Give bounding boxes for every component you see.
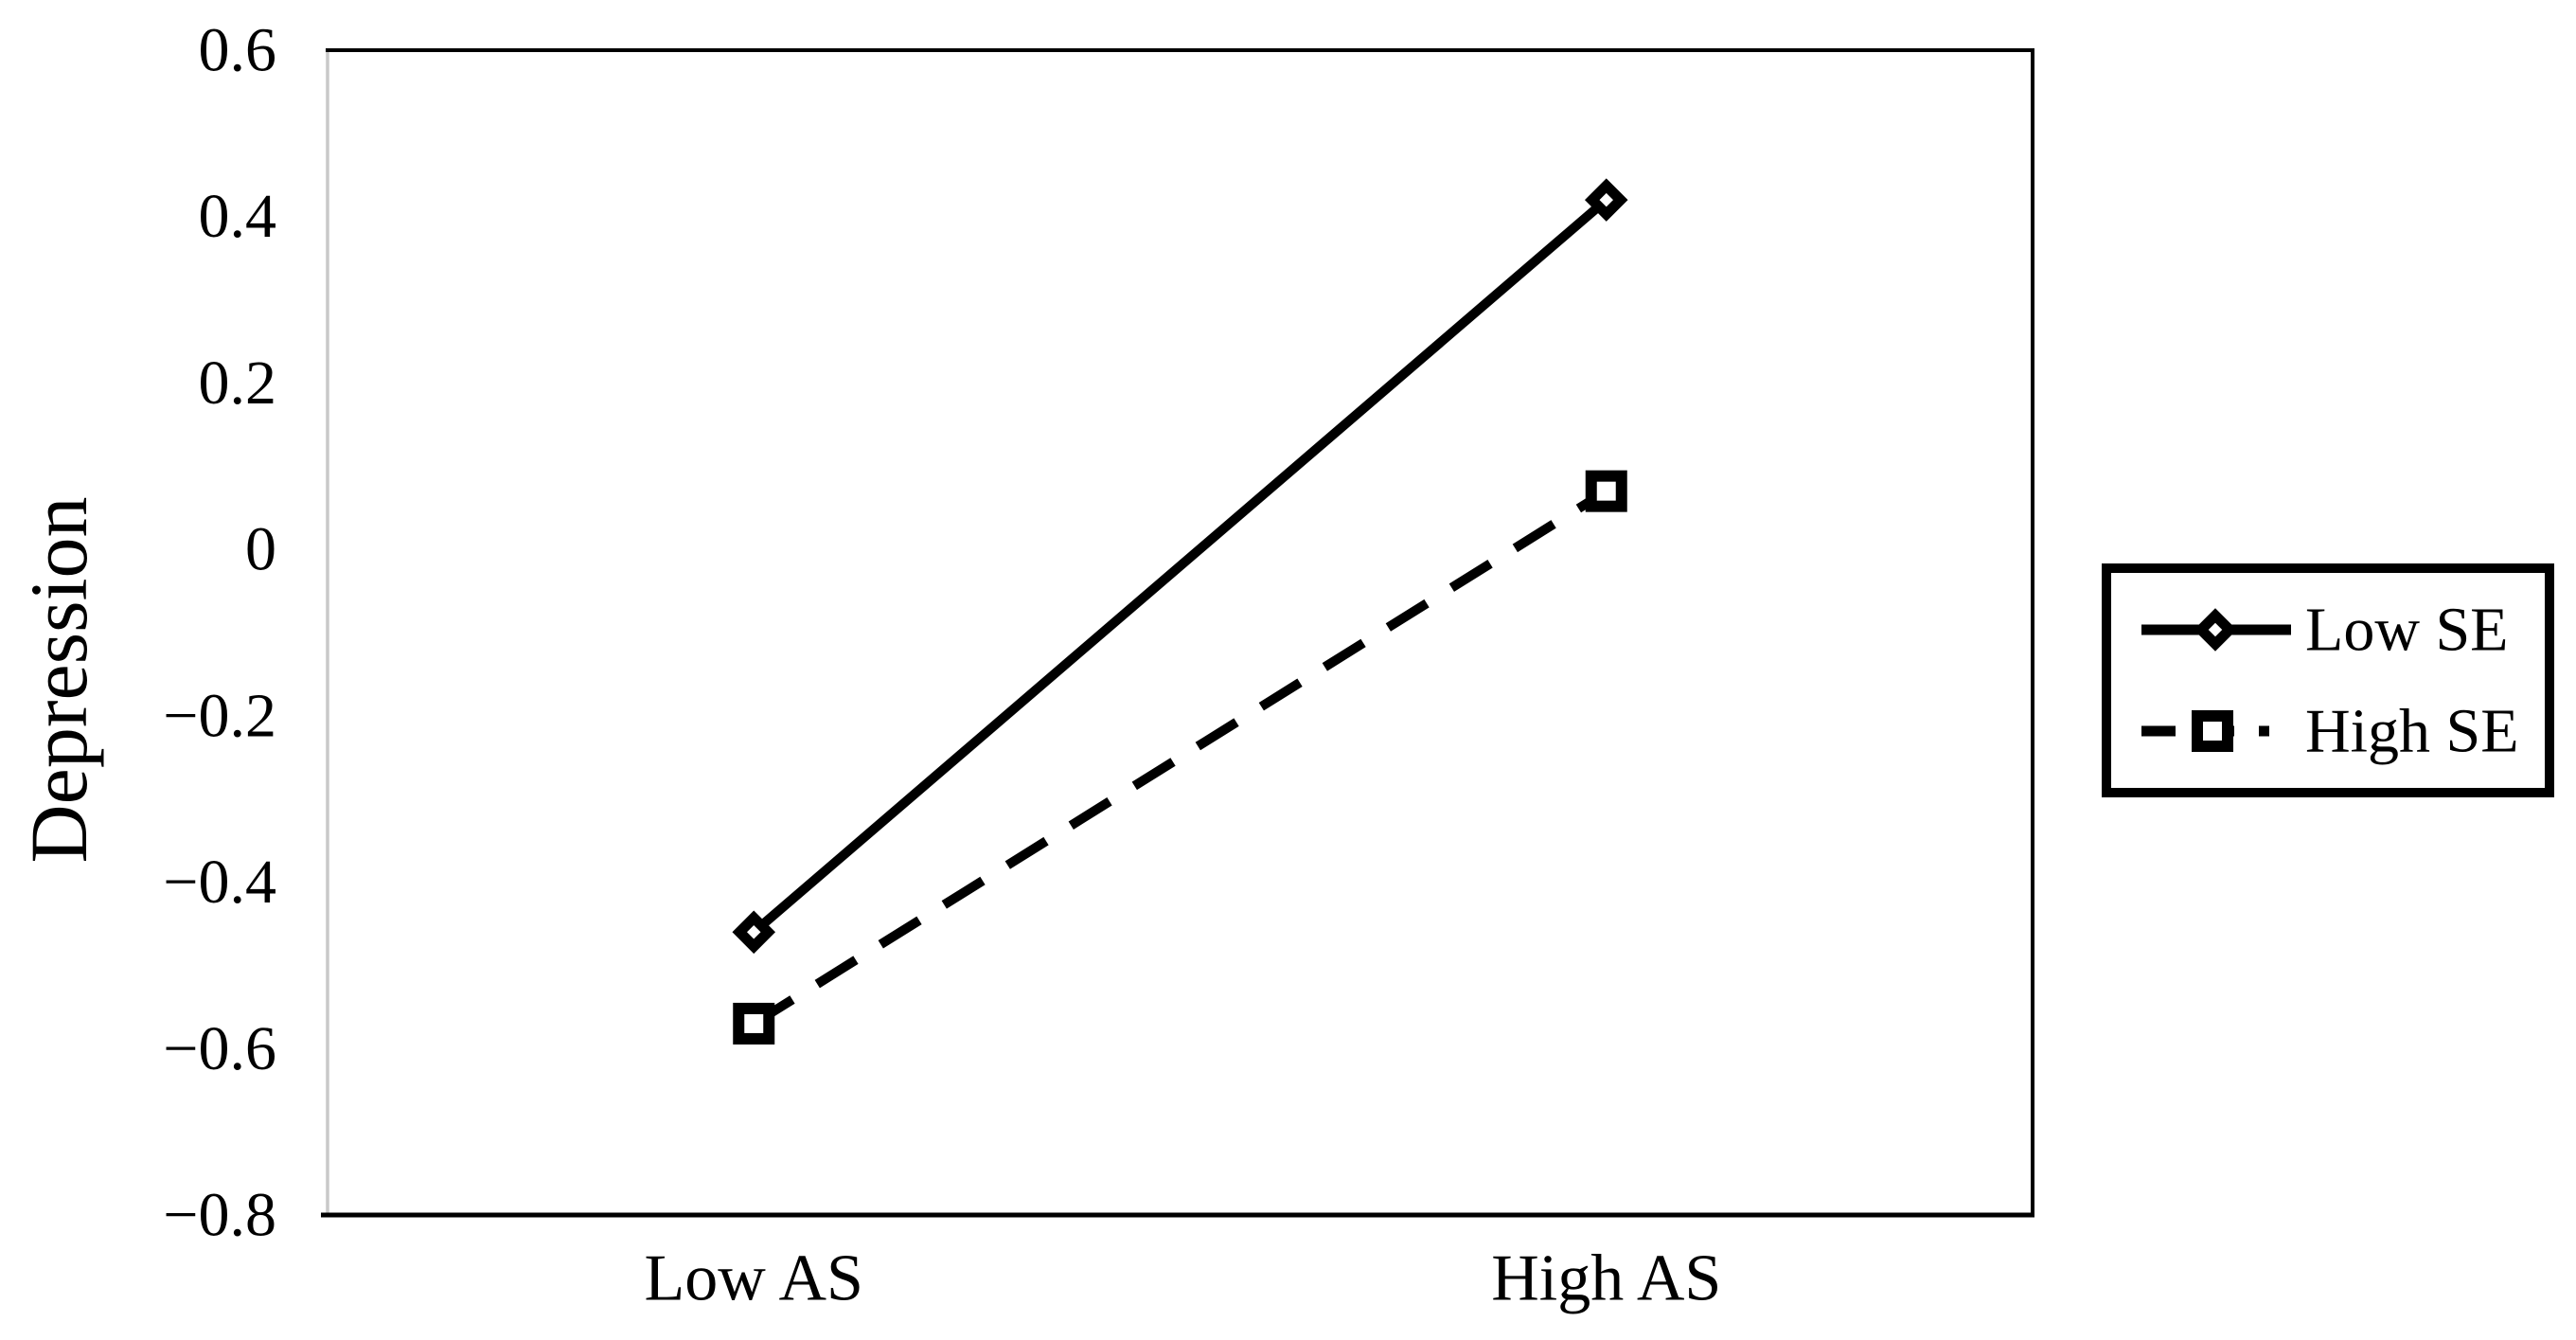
y-tick-label: −0.4 [163,848,276,917]
series-line-low-se [750,196,1610,937]
y-axis-tick-labels: 0.6 0.4 0.2 0 −0.2 −0.4 −0.6 −0.8 [163,16,276,1250]
y-tick-label: 0 [245,515,276,584]
y-tick-label: 0.6 [199,16,277,85]
y-tick-label: 0.2 [199,348,277,418]
y-tick-label: 0.4 [199,182,277,251]
legend-sample-marker-high-se [2192,710,2233,752]
series-line-high-se [751,487,1609,1028]
legend-samples [2141,608,2291,752]
y-tick-label: −0.8 [163,1181,276,1250]
legend-sample-marker-low-se [2194,608,2237,652]
legend-label-low-se: Low SE [2305,596,2509,665]
x-tick-label-low-as: Low AS [645,1242,863,1315]
legend-label-high-se: High SE [2305,697,2519,766]
y-tick-label: −0.6 [163,1014,276,1083]
y-axis-title: Depression [13,497,104,864]
plot-frame [321,48,2034,1218]
series-layer [732,178,1628,1045]
series-marker-high-se-1 [1585,470,1627,512]
legend: Low SE High SE [2102,563,2554,797]
x-axis-tick-labels: Low AS High AS [645,1242,1722,1315]
legend-box [2102,563,2554,797]
series-marker-low-se-1 [1584,178,1628,222]
x-tick-label-high-as: High AS [1491,1242,1721,1315]
y-tick-label: −0.2 [163,681,276,750]
series-marker-low-se-0 [732,910,776,955]
series-marker-high-se-0 [733,1002,775,1045]
